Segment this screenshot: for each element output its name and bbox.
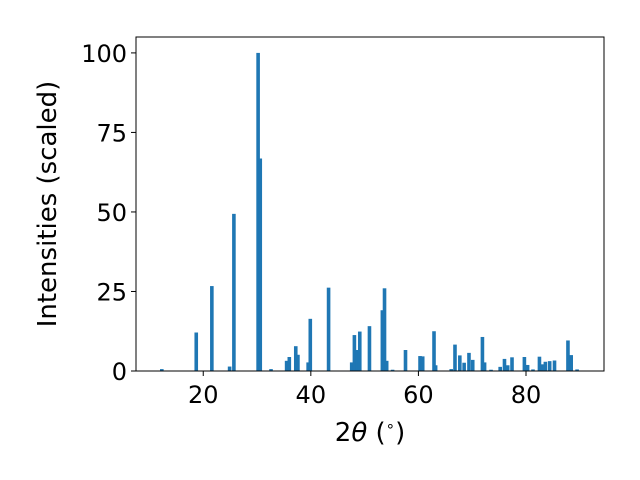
bar — [284, 360, 289, 371]
bar — [566, 340, 570, 371]
bar — [433, 365, 438, 371]
bar — [349, 362, 354, 371]
bar — [537, 356, 542, 371]
y-tick-label: 100 — [81, 40, 127, 68]
plot-frame — [135, 36, 605, 372]
bar — [367, 326, 372, 371]
bar — [306, 362, 310, 371]
bar — [540, 364, 544, 371]
bar — [480, 336, 485, 371]
bar — [256, 52, 260, 372]
x-tick-label: 80 — [511, 381, 542, 409]
bar — [382, 288, 387, 371]
bar — [432, 331, 436, 371]
bar — [453, 344, 457, 371]
bar — [547, 361, 552, 371]
bar — [458, 355, 462, 371]
bar — [467, 352, 471, 371]
bar — [510, 357, 514, 371]
bar — [355, 350, 359, 371]
bar — [269, 369, 273, 371]
y-tick-label: 75 — [96, 119, 127, 147]
y-axis-label: Intensities (scaled) — [33, 81, 63, 328]
y-tick-label: 50 — [96, 199, 127, 227]
y-tick-label: 0 — [112, 358, 127, 386]
bar — [569, 355, 573, 371]
bar — [531, 369, 535, 371]
x-tick-label: 60 — [403, 381, 434, 409]
bar — [418, 356, 422, 371]
bar — [293, 346, 298, 371]
bar — [258, 158, 263, 371]
bar — [449, 369, 454, 371]
bar — [552, 360, 557, 371]
bar — [287, 357, 292, 371]
bar — [482, 362, 487, 371]
bar — [326, 287, 331, 371]
bar-series — [160, 52, 579, 372]
bar — [470, 359, 475, 371]
x-tick-label: 40 — [296, 381, 327, 409]
bar — [505, 365, 510, 371]
x-axis-label: 2θ (∘) — [335, 417, 405, 448]
bar — [575, 369, 579, 371]
bar — [232, 213, 236, 371]
bar — [296, 354, 300, 371]
bar — [210, 286, 214, 371]
bar — [403, 350, 408, 371]
bar — [525, 364, 530, 371]
bar — [489, 369, 493, 371]
x-tick-label: 20 — [188, 381, 219, 409]
bar — [352, 335, 357, 371]
bar — [160, 369, 164, 371]
bar — [227, 366, 232, 371]
bar — [498, 366, 502, 371]
bar — [543, 361, 548, 371]
x-axis-ticks: 20 40 60 80 — [188, 371, 541, 409]
bar — [357, 331, 362, 371]
bar — [502, 358, 507, 371]
bar — [308, 318, 313, 371]
bar — [194, 332, 199, 371]
bar — [384, 360, 389, 371]
bar — [380, 310, 385, 371]
bar — [522, 357, 527, 371]
y-tick-label: 25 — [96, 278, 127, 306]
bar — [420, 356, 425, 371]
bar — [390, 369, 395, 371]
bar — [462, 362, 466, 371]
y-axis-ticks: 0 25 50 75 100 — [81, 40, 136, 386]
